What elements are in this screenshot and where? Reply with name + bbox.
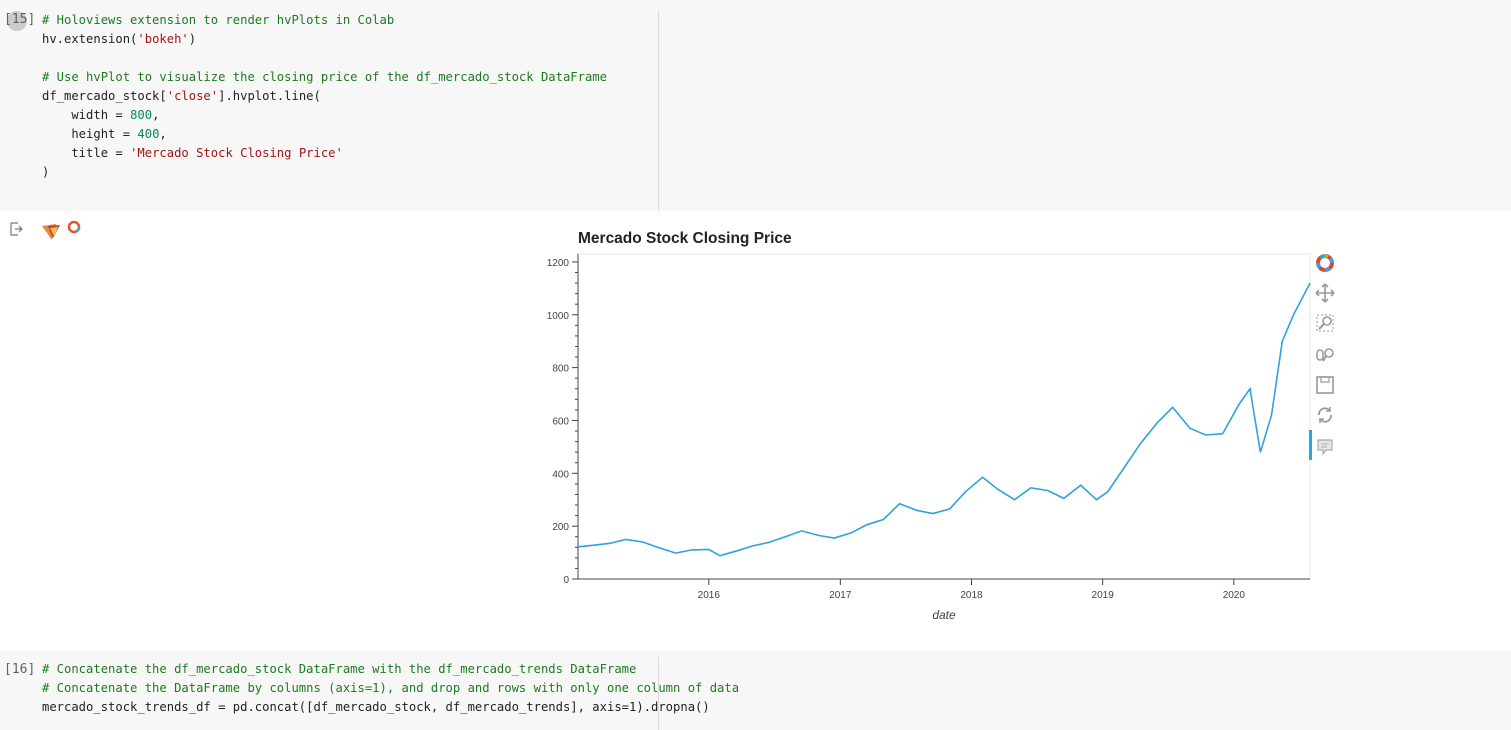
hover-icon[interactable] <box>1313 435 1337 459</box>
run-button[interactable] <box>7 11 27 31</box>
pan-icon[interactable] <box>1313 281 1337 305</box>
box-zoom-icon[interactable] <box>1313 311 1337 335</box>
y-tick-label: 800 <box>552 364 569 375</box>
code-line: # Holoviews extension to render hvPlots … <box>42 13 395 27</box>
series-line-close <box>577 282 1311 557</box>
code-line: # Concatenate the DataFrame by columns (… <box>42 681 740 695</box>
y-tick-label: 0 <box>563 575 569 586</box>
y-tick-label: 1200 <box>547 258 570 269</box>
cell-divider <box>658 10 659 210</box>
x-tick-label: 2019 <box>1092 590 1115 601</box>
code-editor[interactable]: # Holoviews extension to render hvPlots … <box>42 11 607 182</box>
y-tick-label: 400 <box>552 469 569 480</box>
code-line: ) <box>42 165 50 179</box>
y-tick-label: 1000 <box>547 311 570 322</box>
save-icon[interactable] <box>1313 373 1337 397</box>
x-tick-label: 2017 <box>829 590 852 601</box>
code-line: df_mercado_stock['close'].hvplot.line( <box>42 89 321 103</box>
code-line: mercado_stock_trends_df = pd.concat([df_… <box>42 700 710 714</box>
x-axis-label: date <box>932 608 956 622</box>
code-line: title = 'Mercado Stock Closing Price' <box>42 146 343 160</box>
output-icon[interactable] <box>9 222 23 236</box>
holoviews-logo <box>42 220 81 240</box>
x-tick-label: 2018 <box>960 590 983 601</box>
execution-count: [15] <box>4 12 36 27</box>
x-tick-label: 2020 <box>1223 590 1246 601</box>
code-editor[interactable]: # Concatenate the df_mercado_stock DataF… <box>42 660 739 717</box>
y-tick-label: 600 <box>552 416 569 427</box>
bokeh-logo-icon[interactable] <box>1313 251 1337 275</box>
x-tick-label: 2016 <box>698 590 721 601</box>
y-axis: 0 200 400 600 800 1000 1200 <box>547 254 579 586</box>
execution-count: [16] <box>4 662 36 677</box>
wheel-zoom-icon[interactable] <box>1313 342 1337 366</box>
reset-icon[interactable] <box>1313 403 1337 427</box>
active-tool-indicator <box>1309 430 1312 460</box>
plot-area <box>577 253 1311 580</box>
code-line: width = 800, <box>42 108 160 122</box>
chart-title: Mercado Stock Closing Price <box>578 230 792 247</box>
code-line: # Concatenate the df_mercado_stock DataF… <box>42 662 637 676</box>
y-tick-label: 200 <box>552 522 569 533</box>
code-cell-15[interactable] <box>0 0 1511 211</box>
code-cell-16[interactable] <box>0 651 1511 730</box>
code-line: height = 400, <box>42 127 167 141</box>
code-line: hv.extension('bokeh') <box>42 32 197 46</box>
x-axis: 2016 2017 2018 2019 2020 <box>578 578 1310 601</box>
code-line: # Use hvPlot to visualize the closing pr… <box>42 70 607 84</box>
cell-divider <box>658 657 659 730</box>
